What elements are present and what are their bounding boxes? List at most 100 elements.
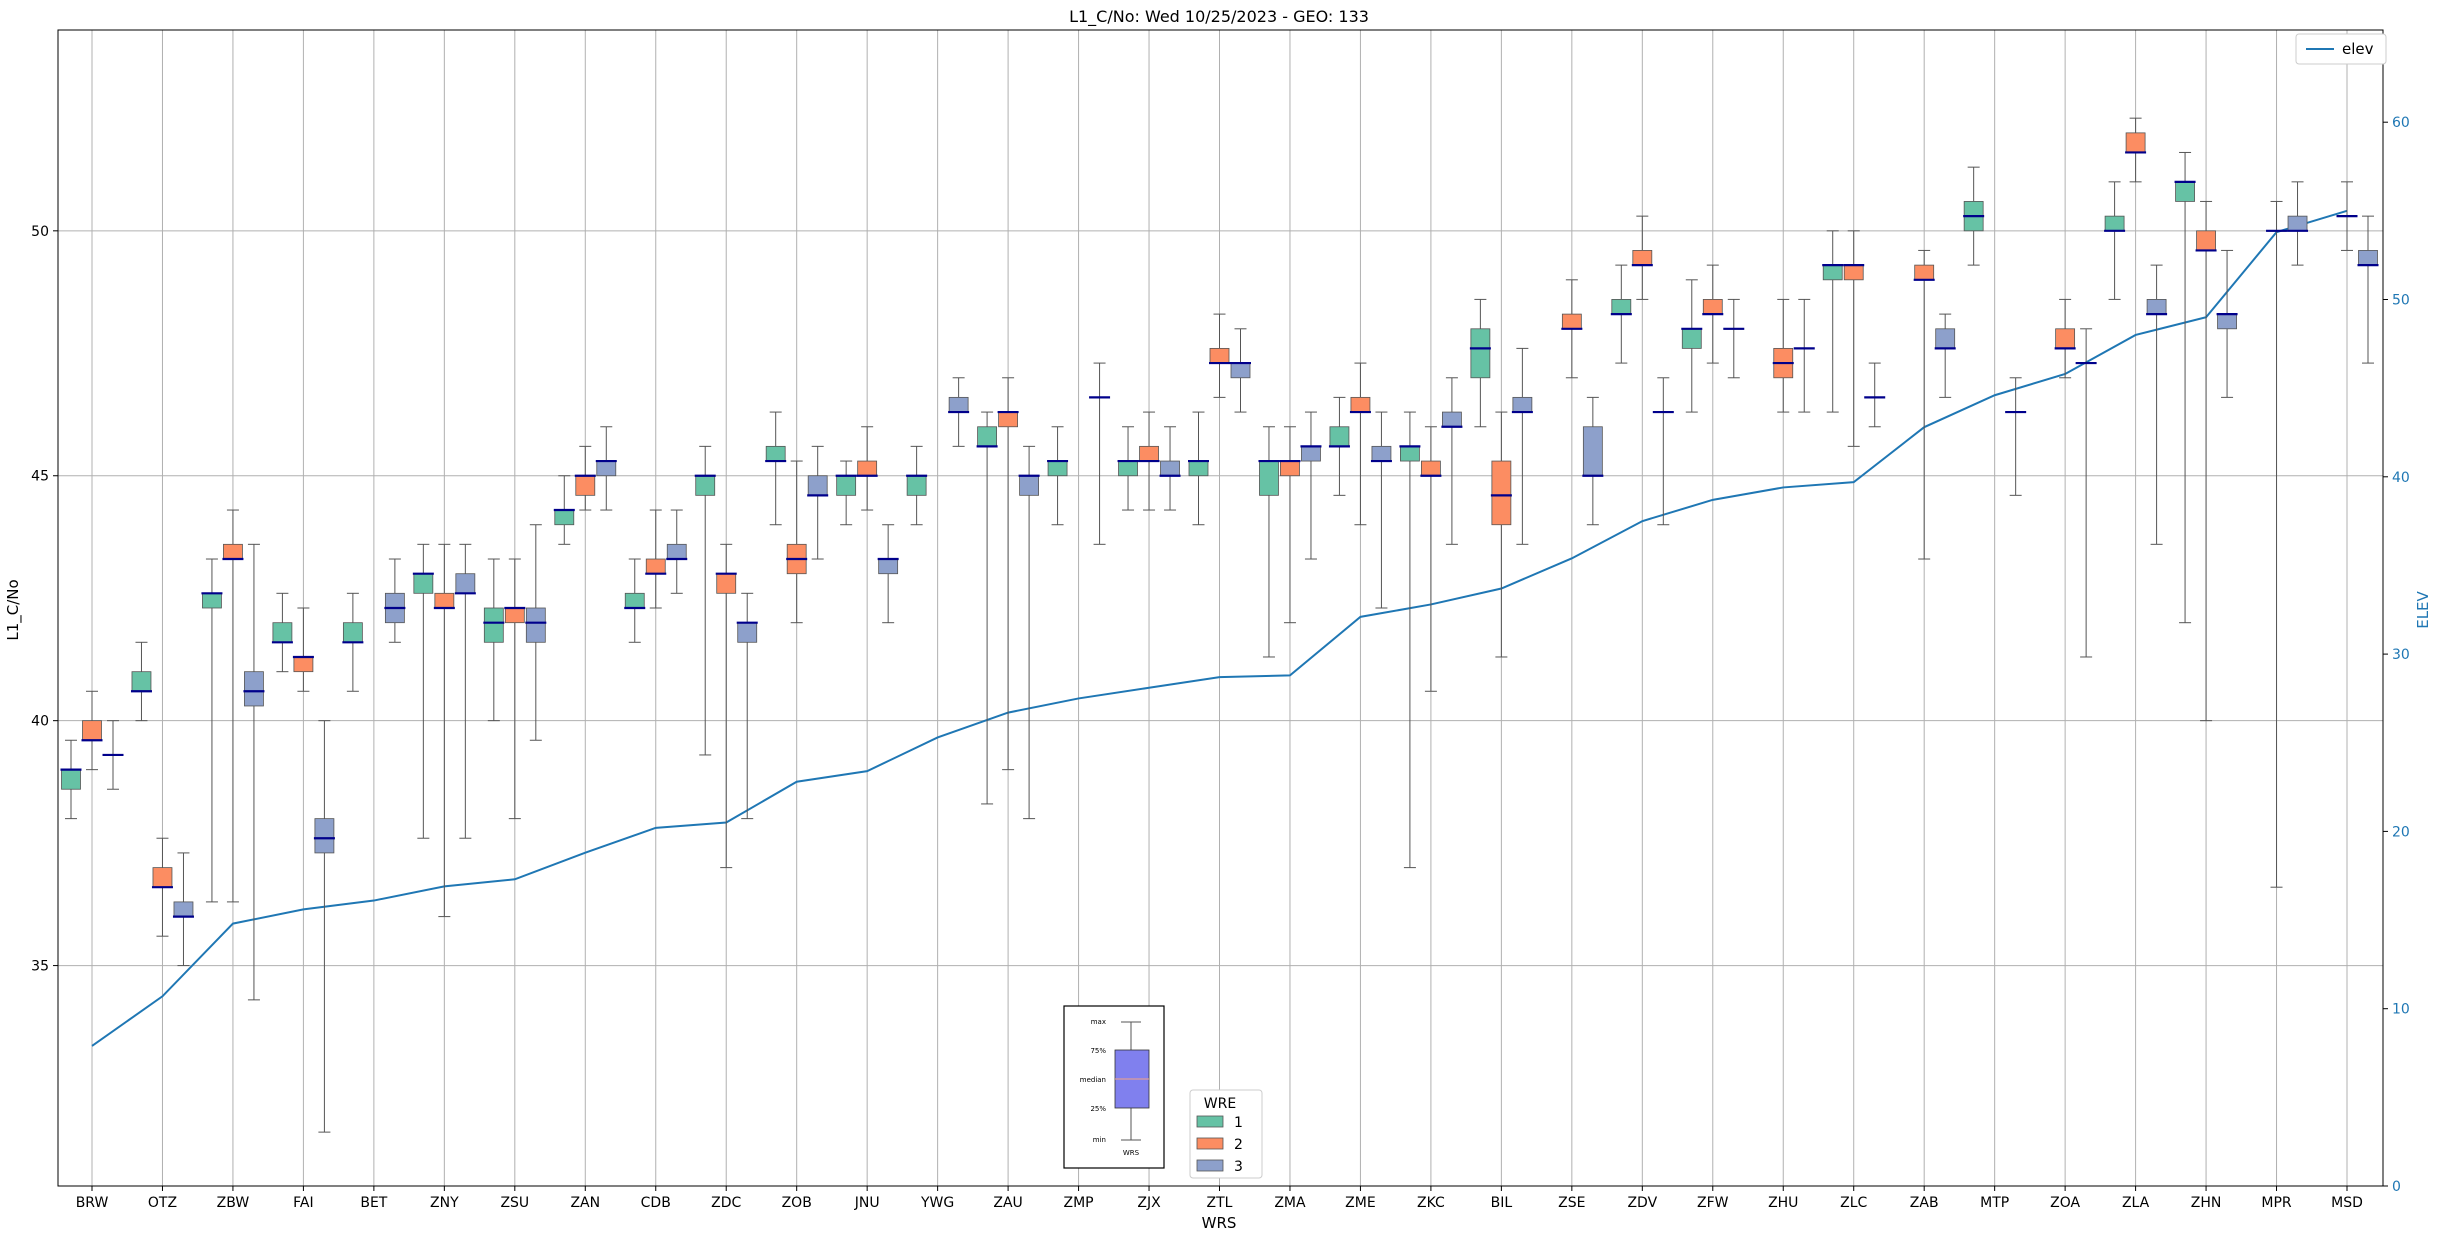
box-ZOB-wre-3 — [807, 445, 829, 560]
box-BET-wre-3 — [384, 558, 406, 643]
box-iqr — [1118, 460, 1138, 477]
box-iqr — [807, 475, 828, 496]
box-ZLA-wre-2 — [2125, 117, 2147, 183]
box-iqr — [1822, 264, 1843, 281]
box-CDB-wre-3 — [666, 509, 688, 594]
x-tick-label: ZHN — [2191, 1195, 2222, 1211]
inset-label-median: median — [1080, 1076, 1106, 1084]
box-ZMP-wre-1 — [1047, 426, 1069, 526]
inset-label-q3: 75% — [1090, 1047, 1106, 1055]
x-tick-label: BET — [360, 1195, 387, 1211]
box-iqr — [1301, 445, 1321, 462]
box-ZAB-wre-2 — [1913, 249, 1935, 560]
box-BRW-wre-3 — [102, 720, 124, 790]
x-tick-label: ZAU — [993, 1195, 1022, 1211]
box-iqr — [1632, 250, 1653, 266]
box-ZOB-wre-2 — [786, 460, 808, 624]
box-ZLA-wre-1 — [2104, 181, 2126, 300]
inset-caption: WRS — [1123, 1149, 1140, 1157]
box-YWG-wre-1 — [906, 445, 928, 526]
box-layer — [60, 117, 2379, 1133]
box-OTZ-wre-1 — [130, 641, 152, 722]
y-tick-label: 40 — [31, 714, 49, 730]
x-tick-label: MPR — [2261, 1195, 2292, 1211]
box-iqr — [737, 622, 758, 643]
box-iqr — [857, 460, 878, 477]
line-legend: elev — [2295, 33, 2387, 65]
box-ZSU-wre-2 — [504, 558, 526, 820]
box-iqr — [1843, 264, 1864, 281]
box-iqr — [695, 475, 716, 496]
box-ZTL-wre-2 — [1209, 313, 1230, 398]
box-iqr — [483, 607, 504, 643]
box-ZLC-wre-3 — [1864, 362, 1886, 428]
elev-line-layer — [91, 209, 2348, 1047]
y-tick-label: 50 — [31, 224, 49, 240]
box-ZOB-wre-1 — [765, 411, 787, 526]
box-ZNY-wre-1 — [412, 543, 434, 839]
box-ZFW-wre-1 — [1681, 279, 1703, 413]
box-iqr — [2287, 215, 2308, 232]
box-iqr — [202, 592, 222, 609]
box-iqr — [455, 573, 476, 594]
box-iqr — [1442, 411, 1462, 428]
inset-label-max: max — [1091, 1018, 1106, 1026]
box-iqr — [1019, 475, 1039, 496]
box-ZHU-wre-2 — [1772, 298, 1794, 413]
box-iqr — [293, 656, 314, 673]
box-iqr — [1702, 299, 1723, 315]
box-iqr — [2217, 313, 2237, 330]
box-iqr — [2175, 181, 2195, 202]
box-ZLC-wre-1 — [1822, 230, 1844, 413]
box-iqr — [1329, 426, 1350, 447]
box-ZME-wre-2 — [1349, 362, 1371, 526]
box-iqr — [413, 573, 434, 594]
box-iqr — [223, 543, 243, 560]
box-iqr — [1139, 445, 1159, 462]
wre-legend-title: WRE — [1204, 1096, 1236, 1112]
x-tick-label: OTZ — [148, 1195, 177, 1211]
x-tick-label: ZMP — [1064, 1195, 1094, 1211]
box-iqr — [906, 475, 927, 496]
box-iqr — [2104, 215, 2125, 232]
box-iqr — [1421, 460, 1441, 477]
box-iqr — [645, 558, 666, 575]
box-ZOA-wre-3 — [2075, 328, 2097, 658]
box-BIL-wre-2 — [1490, 411, 1512, 658]
box-iqr — [2146, 299, 2167, 315]
box-iqr — [878, 558, 899, 575]
box-iqr — [525, 607, 546, 643]
box-ZKC-wre-3 — [1441, 377, 1463, 545]
box-iqr — [1914, 264, 1935, 281]
box-iqr — [244, 671, 264, 707]
y-tick-label: 45 — [31, 469, 49, 485]
box-iqr — [2196, 230, 2216, 251]
box-ZLA-wre-3 — [2146, 264, 2168, 545]
wre-legend: WRE 1 2 3 — [1189, 1089, 1263, 1179]
x-tick-label: ZBW — [217, 1195, 250, 1211]
box-ZAB-wre-3 — [1934, 313, 1956, 398]
box-ZNY-wre-2 — [433, 543, 455, 918]
box-ZME-wre-1 — [1328, 396, 1350, 496]
box-ZSU-wre-3 — [525, 524, 547, 741]
box-ZHU-wre-3 — [1793, 298, 1815, 413]
box-iqr — [554, 509, 575, 526]
y-right-tick-label: 0 — [2392, 1179, 2401, 1195]
x-tick-label: ZNY — [430, 1195, 459, 1211]
box-iqr — [1681, 328, 1702, 349]
wre-legend-swatch-1 — [1196, 1115, 1224, 1128]
box-iqr — [998, 411, 1018, 428]
box-JNU-wre-2 — [856, 426, 878, 511]
box-ZDV-wre-1 — [1610, 264, 1632, 364]
x-tick-label: ZFW — [1697, 1195, 1729, 1211]
box-BIL-wre-3 — [1511, 347, 1533, 545]
box-ZHN-wre-3 — [2216, 249, 2238, 398]
box-iqr — [2358, 250, 2378, 266]
box-ZFW-wre-2 — [1702, 264, 1724, 364]
box-ZLC-wre-2 — [1843, 230, 1865, 447]
x-tick-label: FAI — [293, 1195, 313, 1211]
box-BIL-wre-1 — [1469, 298, 1491, 428]
box-ZJX-wre-1 — [1117, 426, 1139, 511]
box-ZNY-wre-3 — [454, 543, 476, 839]
box-ZAN-wre-1 — [553, 475, 575, 545]
